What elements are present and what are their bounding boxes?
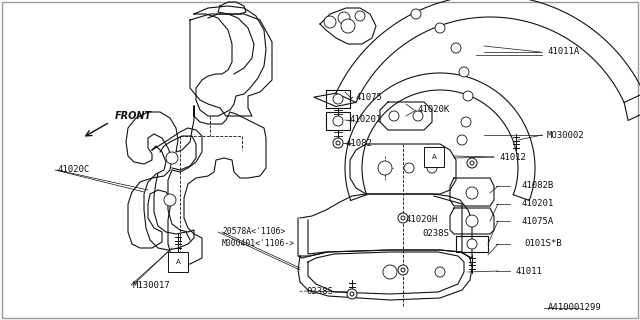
Circle shape xyxy=(470,161,474,165)
Circle shape xyxy=(435,267,445,277)
Text: 410201: 410201 xyxy=(350,116,382,124)
Circle shape xyxy=(451,43,461,53)
Circle shape xyxy=(459,67,469,77)
Circle shape xyxy=(389,111,399,121)
Text: 41011A: 41011A xyxy=(548,47,580,57)
Text: A: A xyxy=(175,259,180,265)
Circle shape xyxy=(398,265,408,275)
Circle shape xyxy=(336,141,340,145)
Circle shape xyxy=(341,19,355,33)
Text: 41082: 41082 xyxy=(345,139,372,148)
Text: 41020H: 41020H xyxy=(406,214,438,223)
Circle shape xyxy=(164,194,176,206)
Circle shape xyxy=(404,163,414,173)
Text: 410201: 410201 xyxy=(522,199,554,209)
Circle shape xyxy=(467,158,477,168)
Text: M130017: M130017 xyxy=(133,281,171,290)
Circle shape xyxy=(398,213,408,223)
Circle shape xyxy=(338,12,350,24)
Circle shape xyxy=(466,215,478,227)
Text: 0238S: 0238S xyxy=(422,229,449,238)
Circle shape xyxy=(347,289,357,299)
Circle shape xyxy=(350,292,354,296)
Bar xyxy=(168,252,188,272)
Circle shape xyxy=(383,265,397,279)
Circle shape xyxy=(378,161,392,175)
Text: 0101S*B: 0101S*B xyxy=(524,239,562,249)
Bar xyxy=(424,147,444,167)
Circle shape xyxy=(461,117,471,127)
Text: 41011: 41011 xyxy=(516,267,543,276)
Circle shape xyxy=(463,91,473,101)
Text: 41082B: 41082B xyxy=(522,181,554,190)
Text: 41012: 41012 xyxy=(500,153,527,162)
Text: FRONT: FRONT xyxy=(115,111,152,121)
Circle shape xyxy=(355,11,365,21)
Text: 0238S: 0238S xyxy=(306,286,333,295)
Circle shape xyxy=(333,116,343,126)
Circle shape xyxy=(401,268,405,272)
Text: A410001299: A410001299 xyxy=(548,303,602,313)
Text: 20578A<'1106>: 20578A<'1106> xyxy=(222,228,285,236)
Text: M000401<'1106->: M000401<'1106-> xyxy=(222,239,295,249)
Text: 41020C: 41020C xyxy=(57,165,89,174)
Circle shape xyxy=(435,23,445,33)
Circle shape xyxy=(333,138,343,148)
Text: MO30002: MO30002 xyxy=(547,131,584,140)
Circle shape xyxy=(466,187,478,199)
Circle shape xyxy=(401,216,405,220)
Text: 41075: 41075 xyxy=(355,92,382,101)
Text: A: A xyxy=(431,154,436,160)
Circle shape xyxy=(333,94,343,104)
Circle shape xyxy=(413,111,423,121)
Circle shape xyxy=(411,9,421,19)
Circle shape xyxy=(457,135,467,145)
Circle shape xyxy=(467,239,477,249)
Circle shape xyxy=(427,163,437,173)
Text: 41075A: 41075A xyxy=(522,217,554,226)
Text: 41020K: 41020K xyxy=(418,106,451,115)
Circle shape xyxy=(166,152,178,164)
Circle shape xyxy=(324,16,336,28)
